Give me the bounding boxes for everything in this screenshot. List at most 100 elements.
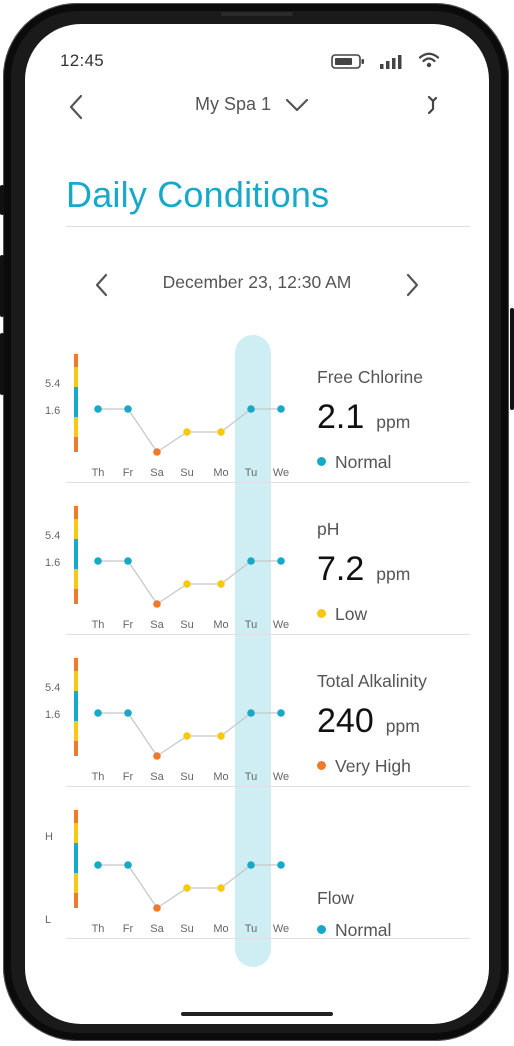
day-label: Su	[180, 467, 193, 479]
day-label: Sa	[150, 771, 164, 783]
data-point-fr	[124, 709, 132, 717]
metric-unit: ppm	[376, 564, 411, 584]
metric-status: Normal	[317, 452, 391, 473]
data-point-sa	[153, 904, 161, 912]
data-point-we	[277, 405, 285, 413]
page-title: Daily Conditions	[66, 174, 330, 215]
side-button-right	[510, 308, 514, 410]
metric-value: 240 ppm	[317, 702, 420, 741]
day-label: Fr	[123, 619, 134, 631]
day-label: Mo	[213, 771, 228, 783]
day-label: Th	[92, 923, 105, 935]
data-point-sa	[153, 600, 161, 608]
data-point-mo	[217, 884, 225, 892]
metric-section[interactable]: 5.4 1.6 Th Fr Sa Su Mo Tu We Total Alkalinity 240 p…	[25, 634, 489, 787]
data-point-we	[277, 709, 285, 717]
scale-label-low: 1.6	[45, 709, 61, 721]
status-text: Very High	[335, 756, 411, 776]
scale-label-low: 1.6	[45, 557, 61, 569]
day-label: Sa	[150, 923, 164, 935]
status-dot-icon	[317, 761, 326, 770]
data-point-tu	[247, 405, 255, 413]
metric-section[interactable]: 5.4 1.6 Th Fr Sa Su Mo Tu We pH 7.2 ppm Low	[25, 482, 489, 635]
date-label: December 23, 12:30 AM	[162, 272, 352, 292]
speaker-notch	[221, 12, 293, 16]
metric-unit: ppm	[376, 412, 411, 432]
metric-value: 7.2 ppm	[317, 550, 410, 589]
app-screen: 12:45 My Spa 1 Daily Cond	[25, 24, 489, 1024]
metric-status: Normal	[317, 920, 391, 941]
range-scale-bar	[74, 810, 78, 908]
metric-name: pH	[317, 519, 340, 539]
day-label: Mo	[213, 467, 228, 479]
status-time: 12:45	[60, 51, 105, 70]
day-label: Mo	[213, 619, 228, 631]
section-divider	[66, 482, 470, 483]
day-label: Sa	[150, 467, 164, 479]
scale-label-high: 5.4	[45, 378, 61, 390]
day-label: Su	[180, 619, 193, 631]
data-point-fr	[124, 405, 132, 413]
spa-selector[interactable]: My Spa 1	[195, 94, 272, 114]
side-button-left-bottom	[0, 333, 4, 395]
day-label: We	[273, 467, 289, 479]
data-point-tu	[247, 709, 255, 717]
day-label: Fr	[123, 467, 134, 479]
metric-unit: ppm	[385, 716, 420, 736]
range-scale-bar	[74, 506, 78, 604]
scale-label-high: H	[45, 831, 53, 843]
trend-chart: Th Fr Sa Su Mo Tu We	[92, 557, 289, 631]
data-point-su	[183, 428, 191, 436]
data-point-we	[277, 861, 285, 869]
day-label: Th	[92, 771, 105, 783]
metric-section[interactable]: H L Th Fr Sa Su Mo Tu We Flow Normal	[25, 786, 489, 941]
section-divider	[66, 786, 470, 787]
data-point-sa	[153, 752, 161, 760]
data-point-tu	[247, 557, 255, 565]
swap-icon[interactable]	[423, 94, 441, 116]
metric-value: 2.1 ppm	[317, 398, 410, 437]
data-point-we	[277, 557, 285, 565]
day-label: Fr	[123, 923, 134, 935]
day-label: Su	[180, 923, 193, 935]
scale-label-low: L	[45, 914, 52, 926]
metric-status: Low	[317, 604, 367, 625]
metric-name: Flow	[317, 888, 354, 908]
day-label: Tu	[245, 923, 257, 935]
metric-number: 240	[317, 702, 374, 740]
metric-number: 2.1	[317, 398, 365, 436]
chevron-right-icon[interactable]	[401, 270, 423, 300]
selected-day-highlight	[235, 335, 271, 967]
metric-section[interactable]: 5.4 1.6 Th Fr Sa Su Mo Tu We Free Chlorine 2.1 ppm N…	[25, 330, 489, 483]
section-divider	[66, 634, 470, 635]
scale-label-high: 5.4	[45, 682, 61, 694]
day-label: We	[273, 771, 289, 783]
metric-status: Very High	[317, 756, 411, 777]
wifi-icon	[418, 52, 440, 68]
metric-name: Total Alkalinity	[317, 671, 427, 691]
data-point-mo	[217, 428, 225, 436]
day-label: Fr	[123, 771, 134, 783]
title-divider	[66, 226, 470, 227]
trend-chart: Th Fr Sa Su Mo Tu We	[92, 861, 289, 935]
status-dot-icon	[317, 925, 326, 934]
chevron-left-icon[interactable]	[63, 90, 91, 124]
day-label: Tu	[245, 771, 257, 783]
section-divider	[66, 938, 470, 939]
chevron-left-icon[interactable]	[91, 270, 113, 300]
day-label: Mo	[213, 923, 228, 935]
day-label: Th	[92, 467, 105, 479]
day-label: Sa	[150, 619, 164, 631]
metric-name: Free Chlorine	[317, 367, 424, 387]
day-label: We	[273, 923, 289, 935]
chevron-down-icon[interactable]	[283, 95, 311, 115]
day-label: Su	[180, 771, 193, 783]
battery-icon	[331, 54, 364, 69]
range-scale-bar	[74, 658, 78, 756]
data-point-th	[94, 709, 102, 717]
data-point-th	[94, 557, 102, 565]
data-point-sa	[153, 448, 161, 456]
trend-chart: Th Fr Sa Su Mo Tu We	[92, 405, 289, 479]
data-point-tu	[247, 861, 255, 869]
data-point-fr	[124, 861, 132, 869]
